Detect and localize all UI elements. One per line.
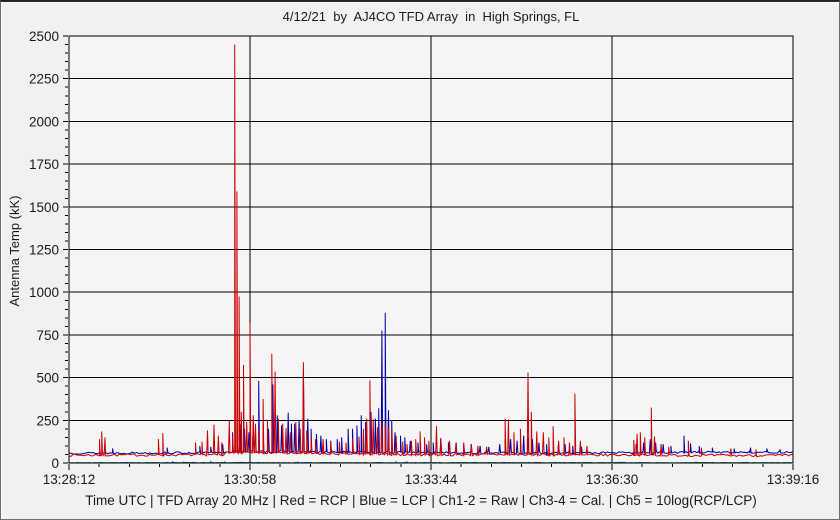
y-tick-labels: 0 250 500 750 1000 1250 1500 1750 2000 2250 2500 — [29, 29, 59, 471]
x-tick-label: 13:39:16 — [767, 472, 820, 487]
x-tick-label: 13:33:44 — [405, 472, 458, 487]
chart-caption: Time UTC | TFD Array 20 MHz | Red = RCP … — [85, 493, 757, 508]
x-tick-label: 13:30:58 — [224, 472, 277, 487]
y-tick-label: 2500 — [29, 29, 59, 44]
y-tick-label: 1000 — [29, 285, 59, 300]
y-axis-title: Antenna Temp (kK) — [7, 195, 22, 307]
y-tick-label: 250 — [36, 413, 59, 428]
y-tick-label: 0 — [51, 456, 59, 471]
x-tick-label: 13:28:12 — [43, 472, 96, 487]
x-tick-label: 13:36:30 — [586, 472, 639, 487]
plot-border — [68, 35, 794, 464]
y-tick-label: 500 — [36, 371, 59, 386]
y-tick-label: 1250 — [29, 243, 59, 258]
y-tick-label: 1500 — [29, 200, 59, 215]
chart-title: 4/12/21 by AJ4CO TFD Array in High Sprin… — [282, 9, 580, 24]
series-rcp — [68, 44, 794, 458]
x-tick-labels: 13:28:12 13:30:58 13:33:44 13:36:30 13:39:16 — [43, 472, 820, 487]
y-tick-label: 2250 — [29, 72, 59, 87]
y-tick-label: 2000 — [29, 114, 59, 129]
y-tick-label: 1750 — [29, 157, 59, 172]
axis-ticks — [63, 35, 794, 470]
y-tick-label: 750 — [36, 328, 59, 343]
